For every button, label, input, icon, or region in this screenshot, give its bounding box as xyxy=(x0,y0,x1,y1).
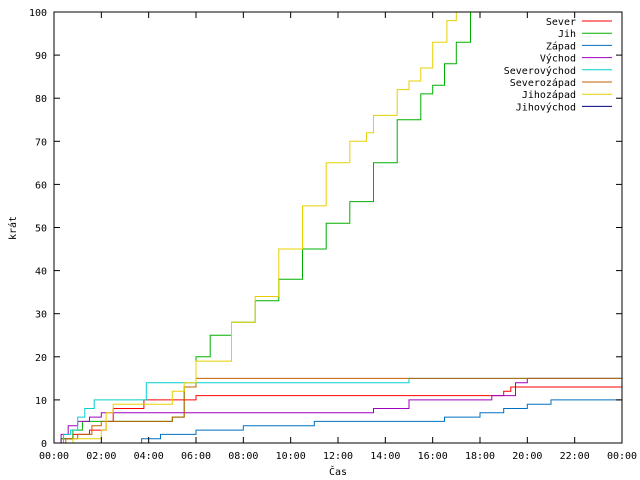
y-tick-label: 60 xyxy=(35,180,47,191)
x-tick-label: 16:00 xyxy=(418,451,448,462)
series-lines xyxy=(54,12,623,444)
legend-label-sever: Sever xyxy=(546,17,576,28)
x-axis-label: Čas xyxy=(329,465,347,478)
series-line-sever xyxy=(54,386,622,444)
x-tick-label: 04:00 xyxy=(134,451,164,462)
legend-label-jihovychod: Jihovýchod xyxy=(516,101,576,113)
legend: SeverJihZápadVýchodSeverovýchodSeverozáp… xyxy=(504,17,612,113)
x-tick-label: 14:00 xyxy=(370,451,400,462)
x-tick-label: 02:00 xyxy=(86,451,116,462)
legend-label-severovychod: Severovýchod xyxy=(504,65,576,77)
series-line-vychod xyxy=(54,377,622,444)
y-axis-label: krát xyxy=(7,216,19,240)
series-line-zapad xyxy=(54,391,623,444)
y-tick-label: 80 xyxy=(35,94,47,105)
legend-label-severozapad: Severozápad xyxy=(510,77,576,89)
legend-label-zapad: Západ xyxy=(546,40,576,52)
y-tick-label: 70 xyxy=(35,137,47,148)
legend-label-jihozapad: Jihozápad xyxy=(522,89,576,101)
x-tick-label: 06:00 xyxy=(181,451,211,462)
series-line-jihozapad xyxy=(54,12,457,444)
x-tick-label: 20:00 xyxy=(512,451,542,462)
y-axis-ticks: 0 10 20 30 40 50 60 70 80 90 100 xyxy=(29,8,622,450)
series-line-severozapad xyxy=(54,377,622,444)
x-tick-label: 18:00 xyxy=(465,451,495,462)
y-tick-label: 20 xyxy=(35,353,47,364)
y-tick-label: 40 xyxy=(35,267,47,278)
y-tick-label: 100 xyxy=(29,8,47,19)
x-axis-ticks: 00:00 02:00 04:00 06:00 08:00 10:00 12:00 14:00… xyxy=(39,12,637,462)
x-tick-label: 00:00 xyxy=(39,451,69,462)
x-tick-label: 22:00 xyxy=(560,451,590,462)
y-tick-label: 50 xyxy=(35,224,47,235)
legend-label-jih: Jih xyxy=(558,29,576,40)
x-tick-label: 12:00 xyxy=(323,451,353,462)
legend-label-vychod: Východ xyxy=(540,53,576,65)
y-tick-label: 30 xyxy=(35,310,47,321)
x-tick-label: 10:00 xyxy=(276,451,306,462)
x-tick-label: 00:00 xyxy=(607,451,637,462)
y-tick-label: 10 xyxy=(35,396,47,407)
series-line-severovychod xyxy=(54,377,622,444)
x-tick-label: 08:00 xyxy=(228,451,258,462)
y-tick-label: 90 xyxy=(35,51,47,62)
y-tick-label: 0 xyxy=(41,439,47,450)
